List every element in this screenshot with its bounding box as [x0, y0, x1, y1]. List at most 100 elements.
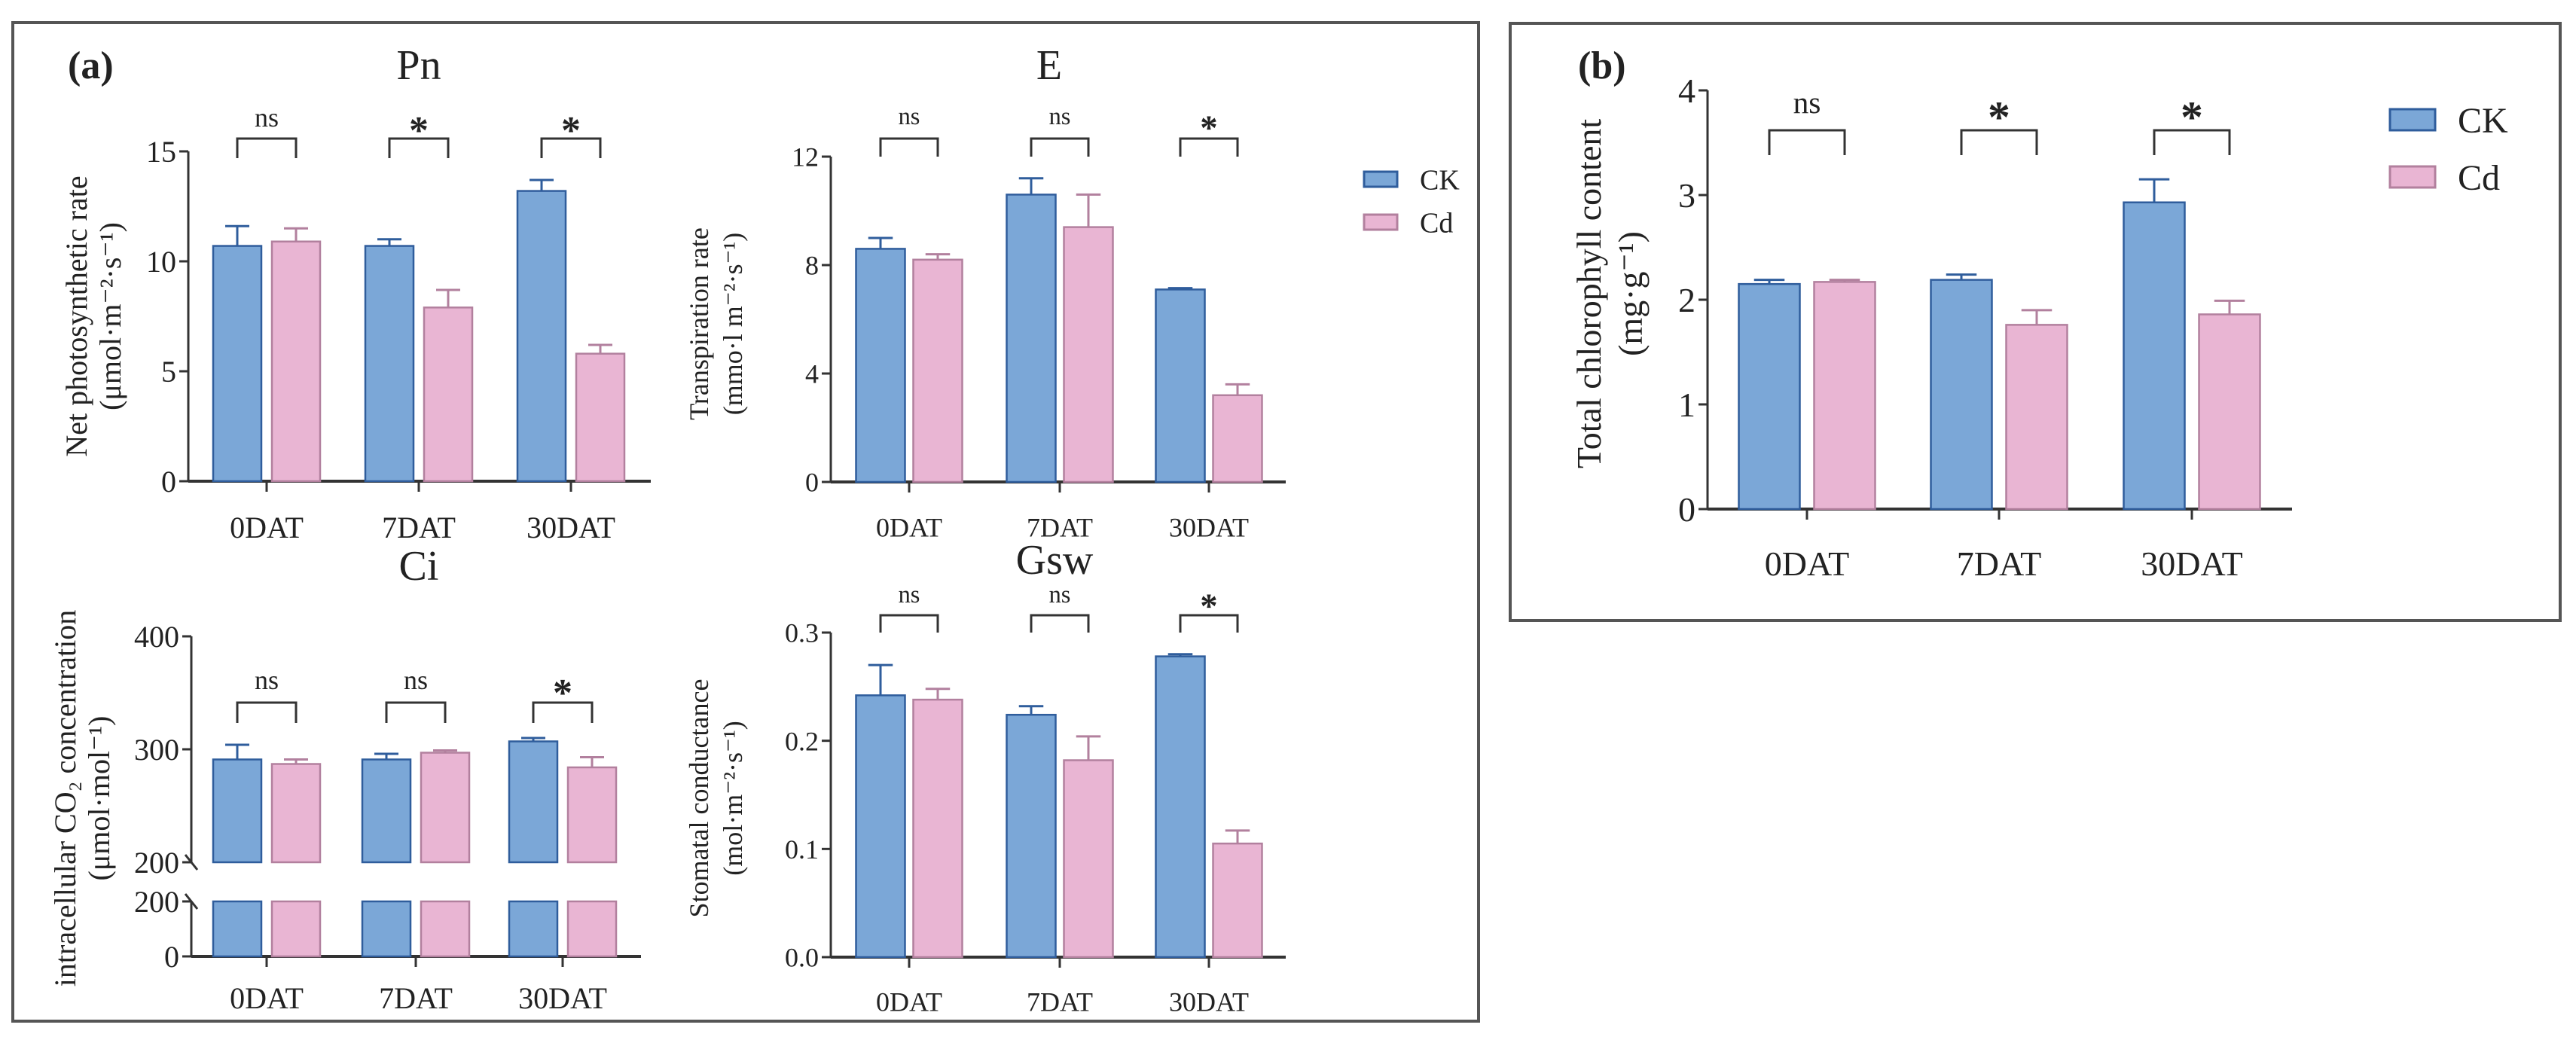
bar-ck — [212, 245, 263, 483]
bar-cd — [1813, 281, 1876, 511]
y-axis-label: Stomatal conductance — [684, 679, 714, 918]
bar-cd — [566, 766, 618, 864]
bar-ck — [361, 758, 412, 864]
significance-bracket — [879, 137, 939, 157]
bar-ck — [212, 758, 263, 864]
y-tick-label: 12 — [792, 142, 819, 172]
y-tick-label: 0 — [164, 940, 179, 974]
x-tick-label: 7DAT — [382, 511, 456, 544]
significance-label: ns — [404, 665, 428, 695]
bar-ck — [1155, 288, 1206, 483]
y-tick-label: 300 — [134, 733, 179, 767]
significance-label: * — [2181, 92, 2203, 142]
significance-label: * — [561, 109, 581, 152]
significance-bracket — [540, 137, 602, 158]
significance-bracket — [532, 701, 594, 723]
significance-label: ns — [1049, 103, 1071, 130]
bar-ck-lower — [361, 900, 412, 958]
significance-label: * — [1200, 587, 1217, 626]
x-tick-label: 0DAT — [876, 513, 942, 543]
significance-bracket — [1030, 137, 1090, 157]
significance-label: ns — [255, 102, 279, 133]
bar-ck — [1738, 282, 1801, 511]
y-tick-label: 0.3 — [785, 618, 819, 648]
chart-title: Gsw — [1016, 537, 1094, 584]
legend-label-ck: CK — [2458, 101, 2508, 141]
bar-cd — [2198, 313, 2261, 511]
x-tick-label: 0DAT — [230, 511, 304, 544]
panel-b-label: (b) — [1578, 44, 1626, 87]
y-axis-label: (mmo·l m⁻²·s⁻¹) — [718, 233, 748, 416]
significance-bracket — [236, 701, 298, 723]
y-tick-label: 0.0 — [785, 943, 819, 973]
chart-title: Pn — [396, 42, 441, 89]
significance-bracket — [1960, 129, 2038, 155]
chart-chl: Total chlorophyll content (mg·g⁻¹) 0 1 2 3 4 0D… — [1570, 72, 2292, 583]
bar-cd — [1063, 226, 1114, 483]
y-tick-label: 10 — [146, 245, 176, 279]
significance-bracket — [388, 137, 450, 158]
plots: Pn Net photosynthetic rate (μmol·m⁻²·s⁻¹) 0… — [48, 42, 2508, 1017]
significance-bracket — [1179, 614, 1239, 633]
legend-label-cd: Cd — [2458, 158, 2500, 198]
y-tick-label: 3 — [1678, 176, 1695, 215]
x-tick-label: 30DAT — [1169, 987, 1249, 1017]
significance-bracket — [879, 614, 939, 633]
significance-label: * — [1988, 92, 2010, 142]
bar-cd — [912, 258, 963, 483]
bar-ck — [516, 190, 567, 483]
y-tick-label: 15 — [146, 135, 176, 169]
legend-label-cd: Cd — [1420, 207, 1453, 239]
significance-label: * — [409, 109, 429, 152]
bar-cd — [1212, 842, 1263, 959]
y-tick-label: 0 — [161, 465, 176, 499]
y-tick-label: 2 — [1678, 281, 1695, 319]
y-tick-label: 5 — [161, 355, 176, 389]
bar-ck — [364, 245, 415, 483]
chart-gsw: Gsw Stomatal conductance (mol·m⁻²·s⁻¹) 0.0 0… — [684, 537, 1286, 1017]
chart-title: Ci — [399, 543, 439, 590]
bar-cd-lower — [566, 900, 618, 958]
x-tick-label: 0DAT — [876, 987, 942, 1017]
chart-e: E Transpiration rate (mmo·l m⁻²·s⁻¹) 0 4 8 12 0… — [684, 42, 1286, 543]
y-tick-label: 8 — [805, 251, 819, 281]
y-tick-label: 0 — [1678, 490, 1695, 529]
significance-label: ns — [899, 103, 920, 130]
bar-ck — [2123, 201, 2186, 511]
y-tick-label: 0.2 — [785, 726, 819, 756]
x-tick-label: 30DAT — [1169, 513, 1249, 543]
bar-cd — [1212, 394, 1263, 483]
bar-ck — [855, 248, 906, 483]
significance-bracket — [1030, 614, 1090, 633]
bar-ck-lower — [508, 900, 559, 958]
bar-cd-lower — [420, 900, 471, 958]
bar-ck — [1155, 655, 1206, 959]
bar-ck-lower — [212, 900, 263, 958]
bar-cd — [423, 306, 474, 483]
significance-label: * — [553, 672, 572, 715]
significance-bracket — [385, 701, 447, 723]
bar-cd — [270, 763, 322, 864]
y-tick-label: 4 — [1678, 72, 1695, 110]
y-axis-label: (mol·m⁻²·s⁻¹) — [718, 721, 748, 876]
y-axis-label: (μmol·m⁻²·s⁻¹) — [93, 222, 127, 410]
legend-swatch-cd — [1363, 213, 1399, 231]
significance-bracket — [1179, 137, 1239, 157]
significance-label: * — [1200, 108, 1217, 148]
significance-label: ns — [1049, 581, 1071, 608]
y-tick-label: 400 — [134, 620, 179, 654]
y-tick-label: 200 — [134, 846, 179, 880]
y-tick-label: 200 — [134, 885, 179, 919]
panel-a-frame — [11, 21, 1480, 1023]
bar-cd — [2005, 324, 2068, 511]
legend-swatch-ck — [1363, 170, 1399, 188]
bar-ck — [1930, 279, 1993, 511]
x-tick-label: 0DAT — [230, 981, 304, 1015]
y-tick-label: 0 — [805, 468, 819, 498]
significance-label: ns — [899, 581, 920, 608]
significance-bracket — [2153, 129, 2231, 155]
significance-bracket — [236, 137, 298, 158]
x-tick-label: 30DAT — [518, 981, 607, 1015]
chart-title: E — [1036, 42, 1062, 89]
